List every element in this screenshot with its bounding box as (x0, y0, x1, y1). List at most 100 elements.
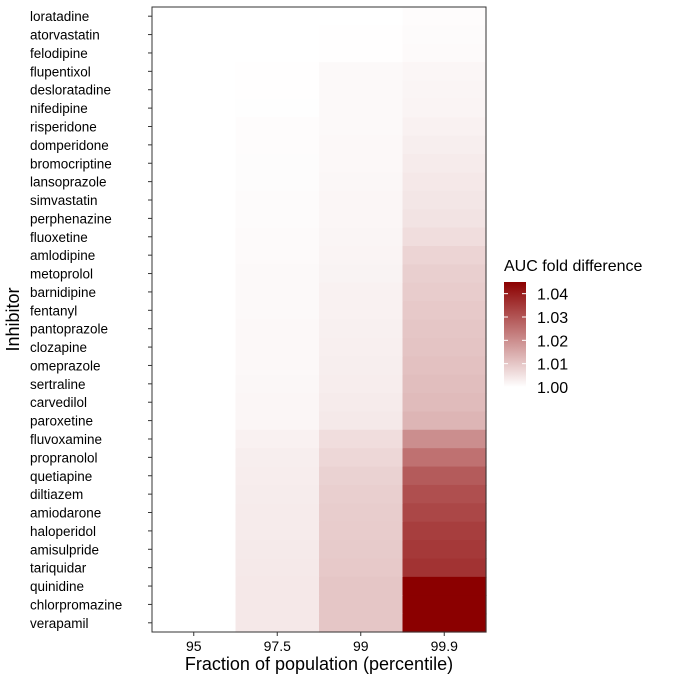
heatmap-cell (152, 301, 237, 321)
heatmap-cell (152, 25, 237, 45)
y-tick-label: propranolol (30, 450, 98, 465)
heatmap-cell (319, 484, 404, 504)
heatmap-cell (235, 576, 320, 596)
y-tick-label: simvastatin (30, 193, 98, 208)
heatmap-cell (402, 80, 487, 100)
heatmap-cell (235, 209, 320, 229)
y-tick-label: desloratadine (30, 83, 111, 98)
heatmap-cell (152, 7, 237, 26)
legend-tick-label: 1.02 (537, 333, 568, 350)
heatmap-cell (235, 319, 320, 339)
y-tick-label: chlorpromazine (30, 597, 122, 612)
heatmap-cell (319, 264, 404, 284)
x-tick-label: 99 (353, 638, 369, 654)
heatmap-cell (319, 7, 404, 26)
y-tick-label: clozapine (30, 340, 87, 355)
legend-ticks: 1.04 1.03 1.02 1.01 1.00 (504, 287, 568, 397)
heatmap-cell (235, 356, 320, 376)
heatmap-cell (152, 154, 237, 174)
heatmap-cell (152, 245, 237, 265)
heatmap-cell (235, 190, 320, 210)
heatmap-cell (152, 576, 237, 596)
y-tick-label: sertraline (30, 377, 86, 392)
y-tick-label: haloperidol (30, 524, 96, 539)
heatmap-cell (152, 356, 237, 376)
y-tick-label: quinidine (30, 579, 84, 594)
heatmap-cell (402, 62, 487, 82)
heatmap-cell (152, 429, 237, 449)
heatmap-cell (402, 484, 487, 504)
heatmap-cell (152, 337, 237, 357)
y-axis-title: Inhibitor (3, 287, 23, 351)
heatmap-cell (402, 227, 487, 247)
heatmap-cell (235, 374, 320, 394)
heatmap-cell (152, 227, 237, 247)
heatmap-cell (235, 540, 320, 560)
x-tick-label: 99.9 (431, 638, 458, 654)
heatmap-cell (152, 393, 237, 413)
heatmap-cell (402, 25, 487, 45)
heatmap-cell (235, 411, 320, 431)
legend-tick-label: 1.00 (537, 380, 568, 397)
heatmap-cell (319, 154, 404, 174)
heatmap-cell (319, 25, 404, 45)
heatmap-cell (402, 245, 487, 265)
heatmap-cell (319, 503, 404, 523)
heatmap-cell (235, 558, 320, 578)
heatmap-cell (319, 135, 404, 155)
heatmap-cell (235, 595, 320, 615)
heatmap-cell (235, 393, 320, 413)
heatmap-cell (402, 264, 487, 284)
heatmap-cell (402, 43, 487, 63)
heatmap-cell (319, 595, 404, 615)
heatmap-cell (235, 301, 320, 321)
heatmap-cell (319, 448, 404, 468)
heatmap-cell (402, 190, 487, 210)
heatmap-cell (402, 466, 487, 486)
heatmap-cell (402, 595, 487, 615)
y-tick-label: nifedipine (30, 101, 88, 116)
x-tick-label: 95 (186, 638, 202, 654)
heatmap-cell (152, 172, 237, 192)
heatmap-cell (402, 135, 487, 155)
heatmap-cell (235, 117, 320, 137)
y-tick-label: paroxetine (30, 414, 93, 429)
heatmap-cell (319, 393, 404, 413)
heatmap-cell (235, 429, 320, 449)
heatmap-cell (235, 80, 320, 100)
heatmap-cell (402, 374, 487, 394)
heatmap-cell (319, 62, 404, 82)
x-axis-ticks: 95 97.5 99 99.9 (186, 632, 458, 654)
heatmap-cell (402, 356, 487, 376)
y-tick-label: risperidone (30, 119, 97, 134)
y-tick-label: amisulpride (30, 542, 99, 557)
heatmap-cell (235, 466, 320, 486)
heatmap-cell (152, 503, 237, 523)
heatmap-cell (235, 135, 320, 155)
heatmap-cell (319, 576, 404, 596)
heatmap-cell (235, 154, 320, 174)
heatmap-cell (152, 98, 237, 118)
heatmap-cell (152, 80, 237, 100)
heatmap-cell (402, 448, 487, 468)
heatmap-cell (152, 613, 237, 633)
y-tick-label: atorvastatin (30, 28, 100, 43)
legend-tick-label: 1.04 (537, 287, 568, 304)
heatmap-cell (152, 484, 237, 504)
y-tick-label: perphenazine (30, 211, 112, 226)
heatmap-cell (152, 595, 237, 615)
heatmap-cell (319, 558, 404, 578)
y-tick-label: quetiapine (30, 469, 92, 484)
heatmap-cell (235, 7, 320, 26)
heatmap-cell (152, 466, 237, 486)
heatmap-cell (319, 282, 404, 302)
heatmap-cell (152, 62, 237, 82)
heatmap-cell (319, 98, 404, 118)
heatmap-cell (152, 209, 237, 229)
heatmap-cell (235, 337, 320, 357)
heatmap-cell (152, 117, 237, 137)
heatmap-cell (402, 540, 487, 560)
heatmap-cell (152, 319, 237, 339)
heatmap-cell (235, 264, 320, 284)
y-tick-label: pantoprazole (30, 322, 108, 337)
